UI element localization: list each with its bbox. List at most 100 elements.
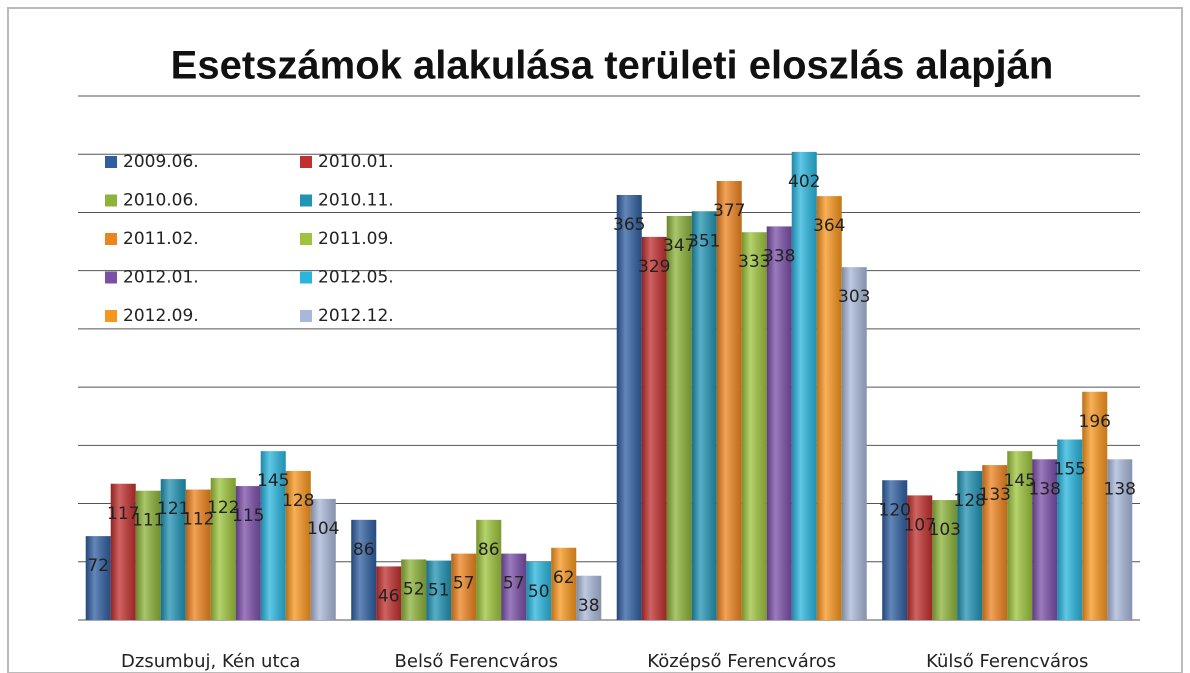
value-label: 104 (307, 519, 339, 539)
bar-shine (1082, 391, 1108, 620)
value-label: 122 (207, 498, 239, 518)
value-label: 138 (1029, 479, 1061, 499)
bar-shine (1107, 459, 1133, 620)
bar-shine (616, 194, 642, 620)
bar-shine (741, 232, 767, 621)
bar-shine (351, 519, 377, 620)
bar-shine (501, 553, 527, 620)
bar-shine (841, 267, 867, 620)
value-label: 52 (403, 579, 425, 599)
legend-label: 2012.01. (123, 268, 199, 288)
bar-shine (160, 479, 186, 620)
bar-shine (691, 211, 717, 620)
x-tick-label: Külső Ferencváros (926, 651, 1088, 672)
legend-swatch (300, 271, 312, 284)
bar-shine (185, 489, 211, 620)
value-label: 138 (1104, 479, 1136, 499)
value-label: 351 (688, 231, 720, 251)
bar-shine (85, 536, 111, 620)
x-tick-label: Dzsumbuj, Kén utca (121, 651, 300, 672)
value-label: 364 (813, 216, 845, 236)
value-label: 329 (638, 257, 670, 277)
bar-shine (932, 500, 958, 620)
value-label: 57 (453, 574, 475, 594)
legend-label: 2010.01. (318, 152, 394, 172)
bar-shine (576, 575, 602, 620)
bar-shine (260, 451, 286, 620)
chart-title: Esetszámok alakulása területi eloszlás a… (171, 44, 1054, 88)
bar-shine (957, 470, 983, 620)
x-tick-label: Középső Ferencváros (647, 651, 836, 672)
value-label: 38 (578, 596, 600, 616)
bar-shine (401, 559, 427, 620)
legend-swatch (300, 194, 312, 207)
value-label: 112 (182, 510, 214, 530)
value-label: 338 (763, 246, 795, 266)
bar-shine (551, 547, 577, 620)
value-label: 51 (428, 581, 450, 601)
bar-shine (791, 151, 817, 621)
value-label: 62 (553, 568, 575, 588)
legend-swatch (300, 233, 312, 245)
bar-shine (666, 215, 692, 620)
legend-swatch (105, 271, 117, 284)
value-label: 57 (503, 574, 525, 594)
bar-shine (285, 470, 311, 620)
bar-shine (210, 477, 236, 620)
value-label: 347 (663, 236, 695, 256)
value-label: 155 (1054, 460, 1086, 480)
value-label: 128 (954, 491, 986, 511)
legend-swatch (105, 194, 117, 207)
legend-label: 2012.09. (123, 306, 199, 326)
value-label: 145 (1004, 471, 1036, 491)
legend-swatch (300, 156, 312, 168)
legend-swatch (105, 233, 117, 245)
value-label: 107 (904, 515, 936, 535)
value-label: 111 (132, 511, 164, 531)
value-label: 365 (613, 215, 645, 235)
bar-shine (135, 490, 161, 620)
value-label: 133 (979, 485, 1011, 505)
value-label: 121 (157, 499, 189, 519)
bar-shine (310, 498, 336, 620)
legend-label: 2012.05. (318, 268, 394, 288)
legend-label: 2009.06. (123, 152, 199, 172)
value-label: 377 (713, 201, 745, 221)
bar-shine (110, 483, 136, 620)
legend-swatch (300, 310, 312, 322)
bar-shine (641, 236, 667, 621)
value-label: 303 (838, 287, 870, 307)
value-label: 402 (788, 172, 820, 192)
value-label: 117 (107, 504, 139, 524)
value-label: 196 (1079, 412, 1111, 432)
bar-shine (526, 561, 552, 620)
value-label: 120 (879, 500, 911, 520)
bar-shine (816, 196, 842, 621)
bar-shine (882, 480, 908, 620)
value-label: 115 (232, 506, 264, 526)
bar-shine (1032, 459, 1058, 620)
legend-label: 2011.09. (318, 229, 394, 249)
value-label: 128 (282, 491, 314, 511)
bar-shine (451, 553, 477, 620)
value-label: 86 (478, 540, 500, 560)
legend-label: 2010.11. (318, 191, 394, 211)
bar-shine (235, 486, 261, 620)
value-label: 145 (257, 471, 289, 491)
value-label: 46 (378, 586, 400, 606)
legend-label: 2010.06. (123, 191, 199, 211)
x-tick-label: Belső Ferencváros (395, 651, 558, 672)
legend-swatch (105, 156, 117, 168)
legend-label: 2011.02. (123, 229, 199, 249)
bar-shine (716, 181, 742, 620)
bar-shine (426, 560, 452, 620)
value-label: 50 (528, 582, 550, 602)
bar-shine (376, 566, 402, 620)
value-label: 72 (87, 556, 109, 576)
bar-shine (766, 226, 792, 620)
value-label: 86 (353, 540, 375, 560)
legend-swatch (105, 310, 117, 322)
bar-shine (1007, 451, 1033, 620)
bar-shine (476, 519, 502, 620)
